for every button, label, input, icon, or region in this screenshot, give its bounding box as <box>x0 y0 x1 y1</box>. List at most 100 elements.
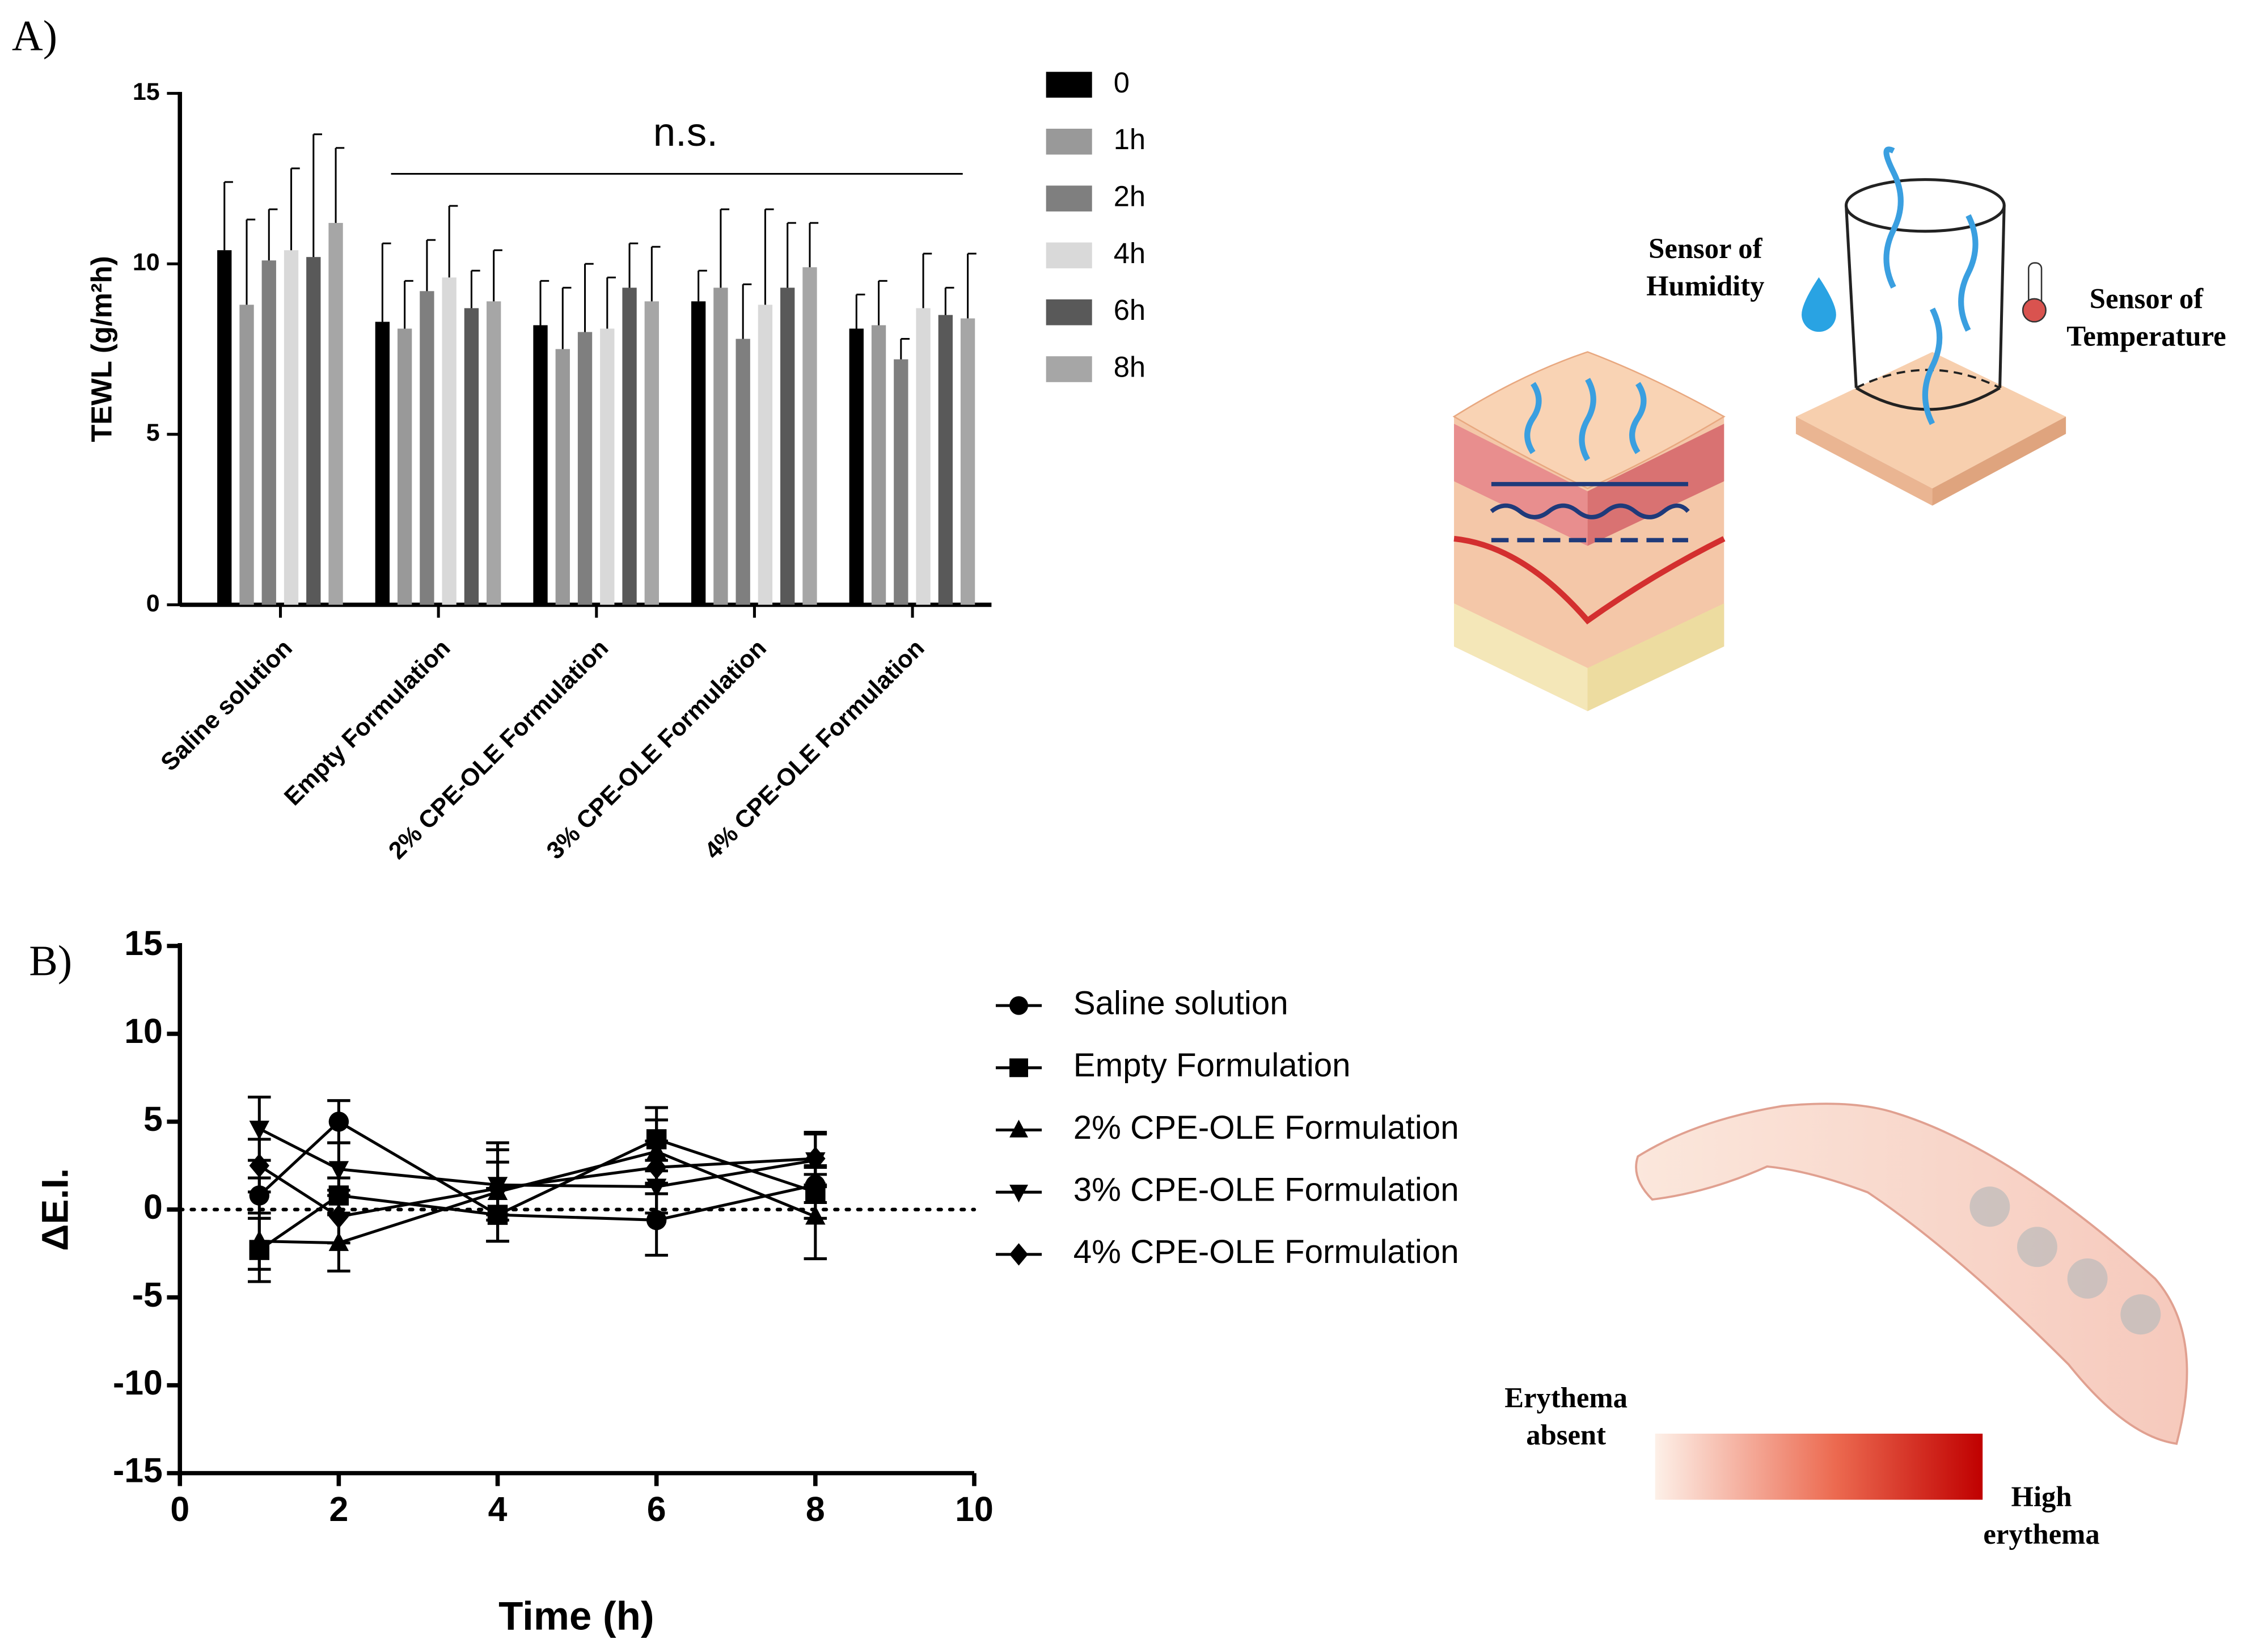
illustration-label: Humidity <box>1646 270 1764 302</box>
x-tick-label: 8 <box>806 1490 825 1528</box>
x-tick-label: 6 <box>647 1490 666 1528</box>
error-bar <box>809 222 819 268</box>
bar <box>780 288 795 605</box>
error-bar <box>878 280 887 326</box>
legend-label: 4% CPE-OLE Formulation <box>1073 1233 1459 1270</box>
marker <box>1009 1243 1028 1266</box>
panel-label: B) <box>29 937 72 985</box>
bar <box>713 288 728 605</box>
marker <box>1009 1119 1028 1138</box>
error-bar <box>967 252 977 319</box>
y-tick-label: -10 <box>113 1363 163 1402</box>
y-tick-label: 10 <box>133 249 160 276</box>
error-bar <box>650 246 661 302</box>
bar <box>306 257 321 605</box>
marker <box>249 1154 270 1178</box>
legend-swatch <box>1046 128 1092 155</box>
legend-swatch <box>1046 185 1092 212</box>
y-tick-label: 5 <box>146 419 160 446</box>
bar <box>239 305 254 605</box>
bar <box>960 318 975 605</box>
bar <box>375 322 390 605</box>
panel-label: A) <box>12 12 57 60</box>
y-axis-label: TEWL (g/m²h) <box>85 256 117 442</box>
illustration-label: Sensor of <box>1648 233 1762 264</box>
bar <box>420 291 434 605</box>
bar <box>533 325 548 605</box>
error-bar <box>944 286 954 315</box>
annotation: n.s. <box>653 110 718 155</box>
bar <box>217 250 232 605</box>
y-tick-label: 5 <box>143 1100 163 1138</box>
error-bar <box>268 208 278 261</box>
legend-label: 1h <box>1114 123 1145 155</box>
x-axis-label: Time (h) <box>498 1594 654 1638</box>
bar <box>894 359 908 605</box>
x-tick-label: 4 <box>488 1490 508 1528</box>
sensor-illustration <box>1795 146 2066 506</box>
error-bar <box>900 337 910 360</box>
bar <box>849 328 864 605</box>
bar <box>328 223 343 605</box>
bar <box>622 288 637 605</box>
legend-label: 3% CPE-OLE Formulation <box>1073 1172 1459 1209</box>
y-tick-label: -5 <box>132 1275 163 1314</box>
error-bar <box>223 181 233 251</box>
error-bar <box>720 208 730 288</box>
y-tick-label: 15 <box>133 78 160 105</box>
legend-label: Saline solution <box>1073 985 1288 1022</box>
error-bar <box>584 263 594 332</box>
y-axis-label: ΔE.I. <box>33 1168 75 1251</box>
y-tick-label: 0 <box>146 590 160 617</box>
illustration-label: absent <box>1526 1419 1606 1451</box>
error-bar <box>312 133 322 257</box>
y-tick-label: 15 <box>124 924 163 962</box>
x-tick-label: 10 <box>955 1490 994 1528</box>
error-bar <box>787 222 796 288</box>
error-bar <box>561 286 572 349</box>
error-bar <box>493 249 502 302</box>
bar <box>758 305 773 605</box>
legend-label: 6h <box>1114 294 1145 326</box>
error-bar <box>922 252 932 309</box>
error-bar <box>628 242 639 288</box>
marker <box>328 1112 349 1132</box>
legend-label: 8h <box>1114 350 1145 383</box>
error-bar <box>381 242 391 322</box>
legend-swatch <box>1046 242 1092 269</box>
error-bar <box>606 276 616 329</box>
legend-label: 4h <box>1114 237 1145 269</box>
x-tick-label: Empty Formulation <box>279 635 455 811</box>
marker <box>1009 1058 1028 1078</box>
illustration-label: Sensor of <box>2090 283 2204 315</box>
error-bar <box>742 283 752 339</box>
y-tick-label: 10 <box>124 1012 163 1050</box>
marker <box>328 1204 349 1229</box>
error-bar <box>764 208 774 305</box>
marker <box>646 1155 667 1180</box>
marker <box>249 1121 270 1140</box>
bar <box>871 325 886 605</box>
legend-label: 2h <box>1114 180 1145 212</box>
error-bar <box>426 239 436 291</box>
bar <box>487 301 501 605</box>
bar <box>577 332 593 605</box>
error-bar <box>335 147 345 223</box>
bar <box>735 339 750 605</box>
error-bar <box>246 218 256 305</box>
x-tick-label: 0 <box>170 1490 189 1528</box>
y-tick-label: 0 <box>143 1188 163 1226</box>
legend-swatch <box>1046 71 1092 98</box>
legend-swatch <box>1046 299 1092 326</box>
bar <box>261 260 276 605</box>
bar <box>284 250 299 605</box>
legend-label: Empty Formulation <box>1073 1047 1351 1084</box>
bar <box>644 301 659 605</box>
error-bar <box>539 280 549 326</box>
marker <box>249 1230 270 1249</box>
bar <box>916 308 931 605</box>
marker <box>249 1185 270 1206</box>
error-bar <box>448 205 458 278</box>
marker <box>805 1205 826 1225</box>
